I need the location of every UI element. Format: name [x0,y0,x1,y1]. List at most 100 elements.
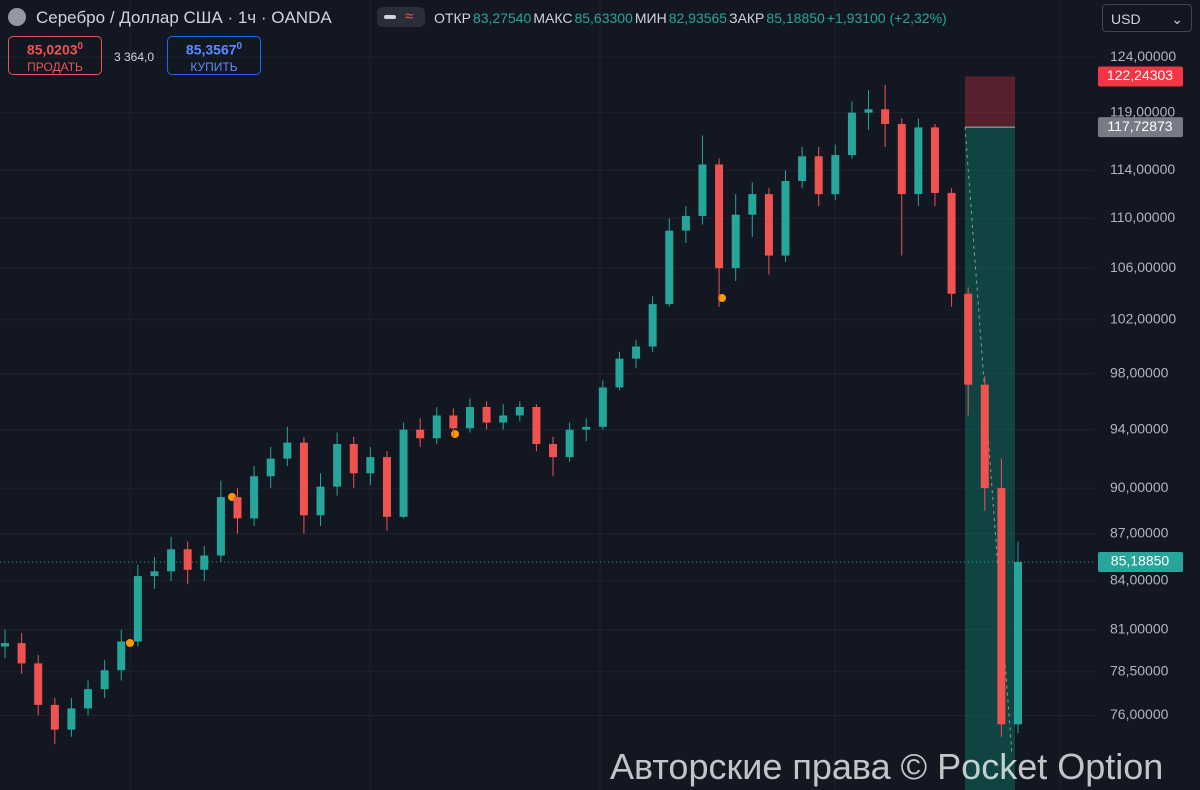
candle-body [382,457,391,517]
candle-body [598,387,607,427]
candle-body [499,415,508,423]
candle-body [84,689,93,709]
candle-body [67,708,76,730]
candle-body [200,555,209,570]
symbol-icon [8,8,26,26]
change: +1,93100 (+2,32%) [826,10,947,26]
price-tag-label: 85,18850 [1111,553,1170,569]
candle-body [1014,561,1022,725]
y-tick-label: 76,00000 [1110,706,1169,722]
candle-body [947,192,956,294]
candle-body [781,181,790,256]
candle-body [183,549,192,570]
stat-label: ОТКР [434,10,471,26]
candle-body [881,109,890,124]
candle-body [764,194,773,256]
candle-body [814,156,823,195]
y-tick-label: 114,00000 [1110,161,1175,177]
candle-body [316,486,325,516]
marker [718,294,726,302]
candle-body [731,214,740,269]
spread: 3 364,0 [114,50,155,64]
stat-value: 85,63300 [574,10,633,26]
candle-body [582,426,591,430]
y-tick-label: 84,00000 [1110,572,1169,588]
candle-body [565,429,574,458]
candle-body [266,458,275,477]
candle-body [532,406,541,445]
candle-body [1,643,9,647]
buy-label: КУПИТЬ [190,59,238,74]
candle-body [216,497,225,556]
y-tick-label: 87,00000 [1110,524,1169,540]
marker [451,430,459,438]
symbol-title: Серебро / Доллар США · 1ч · OANDA [36,8,332,27]
y-tick-label: 110,00000 [1110,209,1175,225]
y-tick-label: 102,00000 [1110,311,1176,327]
badge-icon: ≈ [405,8,413,25]
y-tick-label: 98,00000 [1110,364,1169,380]
stat-value: 83,27540 [472,10,532,26]
sell-label: ПРОДАТЬ [27,59,83,74]
candle-body [914,127,923,195]
currency-select[interactable]: USD ⌄ [1102,4,1192,32]
candle-body [150,571,159,577]
price-tag-label: 117,72873 [1107,118,1172,134]
price-tag [1098,66,1183,87]
candle-body [897,123,906,195]
y-tick-label: 124,00000 [1110,48,1176,64]
badge [377,7,425,27]
candle-body [665,230,674,305]
candle-body [366,457,375,474]
candle-body [416,429,425,439]
candle-body [250,476,259,519]
badge-icon [384,15,396,19]
stat-label: МАКС [533,10,573,26]
y-tick-label: 119,00000 [1110,103,1175,119]
candle-body [964,293,973,385]
candle-body [847,112,856,156]
sell-button[interactable]: 85,02030 ПРОДАТЬ [8,36,102,75]
candle-body [515,406,524,416]
candle-body [698,164,707,216]
candle-body [549,444,558,458]
candle-body [864,109,873,113]
sell-suffix: 0 [77,41,84,52]
candle-body [283,442,292,459]
candle-body [997,488,1006,725]
candle-body [632,346,641,359]
buy-button[interactable]: 85,35670 КУПИТЬ [167,36,261,75]
candle-body [831,155,840,195]
y-tick-label: 106,00000 [1110,259,1176,275]
candle-body [482,406,491,423]
price-tag [1098,552,1183,573]
candle-body [615,358,624,388]
buy-price: 85,3567 [185,41,237,58]
candle-body [133,576,142,642]
candle-body [17,643,26,664]
stat-value: 82,93565 [668,10,728,26]
sell-price: 85,0203 [26,41,78,58]
y-tick-label: 94,00000 [1110,420,1169,436]
candle-body [449,415,458,429]
last-price-dot [1016,599,1022,606]
candle-body [681,215,690,231]
candle-body [233,497,242,519]
candle-body [117,641,126,671]
candle-body [349,444,358,474]
stat-label: ЗАКР [729,10,765,26]
ohlc-stats: ОТКР 83,27540 МАКС 85,63300 МИН 82,93565 ЗАКР 8… [434,10,949,26]
candle-body [167,549,176,572]
candle-body [34,663,43,705]
stat-label: МИН [634,10,667,26]
y-tick-label: 78,50000 [1110,663,1169,679]
stat-value: 85,18850 [766,10,825,26]
candle-body [333,444,342,487]
candle-body [465,406,474,429]
y-tick-label: 81,00000 [1110,620,1169,636]
candle-body [100,670,109,690]
price-tag-label: 122,24303 [1107,67,1173,83]
candle-body [930,127,939,193]
